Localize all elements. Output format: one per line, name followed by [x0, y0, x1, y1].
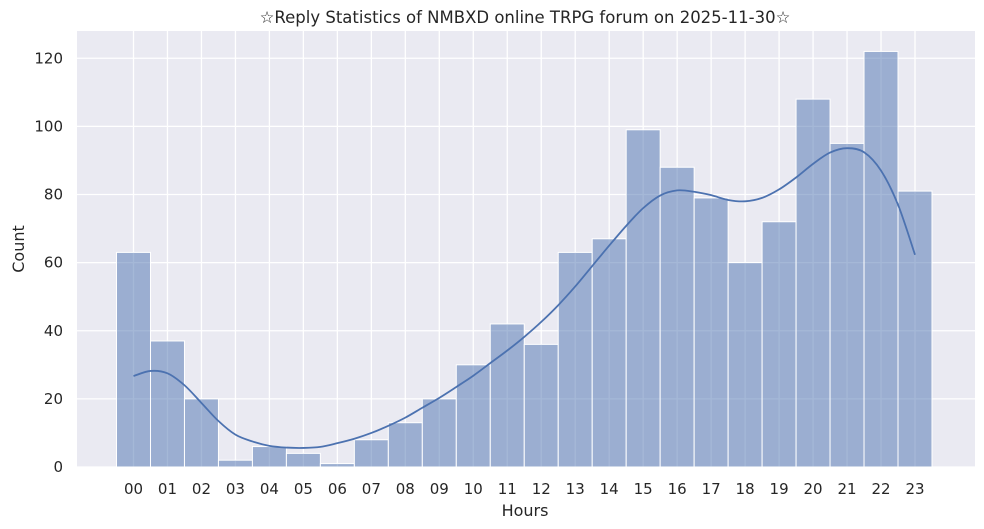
x-tick-label: 15: [634, 480, 653, 498]
bar-20: [795, 98, 831, 468]
y-tick-label: 100: [34, 117, 63, 135]
x-tick-label: 07: [362, 480, 381, 498]
x-tick-label: 08: [396, 480, 415, 498]
x-tick-label: 04: [260, 480, 279, 498]
x-tick-label: 09: [430, 480, 449, 498]
bar-22: [863, 50, 899, 468]
x-tick-label: 02: [192, 480, 211, 498]
chart-title: ☆Reply Statistics of NMBXD online TRPG f…: [260, 8, 791, 27]
x-tick-label: 14: [600, 480, 619, 498]
x-tick-label: 13: [566, 480, 585, 498]
x-tick-label: 20: [804, 480, 823, 498]
y-tick-labels: 0 20 40 60 80 100 120: [34, 49, 63, 476]
y-tick-label: 40: [44, 322, 63, 340]
x-tick-label: 21: [837, 480, 856, 498]
kde-line: [133, 147, 916, 449]
bar-18: [727, 262, 763, 468]
bar-21: [829, 142, 865, 468]
x-tick-label: 06: [328, 480, 347, 498]
bar-03: [217, 459, 253, 468]
y-axis-label: Count: [9, 225, 28, 273]
x-tick-label: 03: [226, 480, 245, 498]
bar-23: [897, 190, 933, 468]
bar-19: [761, 221, 797, 468]
x-axis-label: Hours: [502, 501, 549, 520]
x-tick-label: 05: [294, 480, 313, 498]
x-tick-label: 22: [871, 480, 890, 498]
bar-01: [149, 340, 185, 468]
y-tick-label: 20: [44, 390, 63, 408]
bar-06: [319, 463, 355, 468]
x-tick-label: 18: [736, 480, 755, 498]
x-tick-label: 19: [770, 480, 789, 498]
bar-16: [659, 166, 695, 468]
y-tick-label: 60: [44, 254, 63, 272]
bar-13: [557, 251, 593, 468]
x-tick-labels: 00 01 02 03 04 05 06 07 08 09 10 11 12 13 14 15 16 17 18 19…: [124, 480, 925, 498]
x-tick-label: 23: [905, 480, 924, 498]
bar-04: [251, 446, 287, 468]
x-tick-label: 16: [668, 480, 687, 498]
bar-07: [353, 439, 389, 468]
bar-14: [591, 238, 627, 468]
bar-09: [421, 398, 457, 468]
bar-15: [625, 129, 661, 468]
bar-02: [183, 398, 219, 468]
bars: [116, 50, 933, 468]
x-tick-label: 00: [124, 480, 143, 498]
bar-12: [523, 343, 559, 468]
bar-05: [285, 452, 321, 468]
bar-10: [455, 364, 491, 468]
bar-08: [387, 422, 423, 468]
x-tick-label: 12: [532, 480, 551, 498]
bar-00: [116, 251, 151, 468]
bar-11: [489, 323, 525, 468]
bar-17: [693, 197, 729, 468]
x-tick-label: 10: [464, 480, 483, 498]
x-tick-label: 11: [498, 480, 517, 498]
x-tick-label: 01: [158, 480, 177, 498]
y-tick-label: 80: [44, 186, 63, 204]
x-tick-label: 17: [702, 480, 721, 498]
y-tick-label: 0: [53, 458, 63, 476]
y-tick-label: 120: [34, 49, 63, 67]
